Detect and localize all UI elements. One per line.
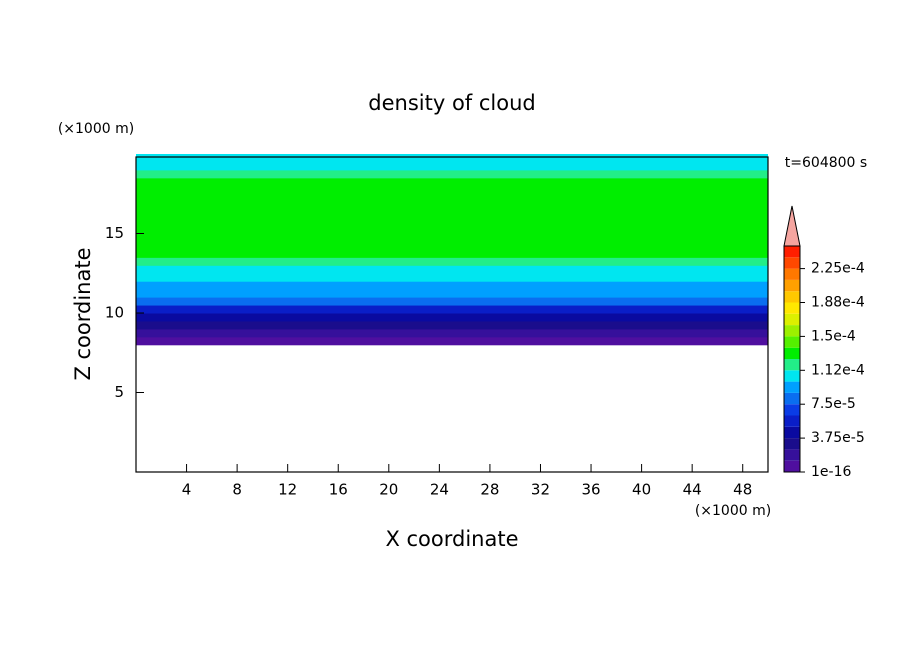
time-label: t=604800 s bbox=[785, 155, 867, 171]
x-unit: (×1000 m) bbox=[695, 503, 771, 519]
colorbar-band bbox=[784, 291, 800, 303]
colorbar-band bbox=[784, 325, 800, 337]
contour-band bbox=[136, 209, 768, 219]
plot-frame bbox=[135, 156, 769, 473]
colorbar-band bbox=[784, 302, 800, 314]
x-tick-label: 8 bbox=[232, 481, 242, 499]
colorbar-band bbox=[784, 336, 800, 348]
x-tick-label: 4 bbox=[182, 481, 192, 499]
contour-band bbox=[136, 161, 768, 171]
contour-band bbox=[136, 249, 768, 258]
colorbar-tick-label: 3.75e-5 bbox=[811, 430, 865, 446]
x-tick-label: 32 bbox=[531, 481, 550, 499]
contour-band bbox=[136, 177, 768, 187]
colorbar-band bbox=[784, 460, 800, 472]
colorbar-tick-label: 1.88e-4 bbox=[811, 295, 865, 311]
y-tick-label: 15 bbox=[105, 224, 124, 242]
colorbar-band bbox=[784, 381, 800, 393]
contour-band bbox=[136, 241, 768, 250]
colorbar-tick-label: 2.25e-4 bbox=[811, 261, 865, 277]
colorbar-tick-label: 1e-16 bbox=[811, 464, 851, 480]
x-axis-label: X coordinate bbox=[385, 527, 518, 551]
contour-band bbox=[136, 233, 768, 242]
colorbar-band bbox=[784, 313, 800, 326]
contour-band bbox=[136, 257, 768, 266]
contour-band bbox=[136, 169, 768, 179]
colorbar-tick-label: 1.5e-4 bbox=[811, 328, 856, 344]
colorbar-band bbox=[784, 268, 800, 280]
contour-band bbox=[136, 305, 768, 314]
contour-band bbox=[136, 289, 768, 298]
contour-band bbox=[136, 281, 768, 290]
colorbar-band bbox=[784, 449, 800, 461]
colorbar-band bbox=[784, 415, 800, 427]
colorbar-band bbox=[784, 426, 800, 439]
contour-band bbox=[136, 185, 768, 195]
contour-band bbox=[136, 201, 768, 211]
colorbar-extend bbox=[783, 205, 801, 247]
x-tick-label: 48 bbox=[733, 481, 752, 499]
chart-title: density of cloud bbox=[368, 91, 535, 115]
y-axis-label: Z coordinate bbox=[71, 247, 95, 380]
contour-band bbox=[136, 328, 768, 338]
colorbar-band bbox=[784, 392, 800, 405]
colorbar-frame bbox=[783, 245, 801, 473]
colorbar-band bbox=[784, 359, 800, 371]
y-tick-label: 10 bbox=[105, 304, 124, 322]
colorbar-tick-label: 1.12e-4 bbox=[811, 362, 865, 378]
x-tick-label: 20 bbox=[379, 481, 398, 499]
colorbar-band bbox=[784, 404, 800, 416]
x-tick-label: 28 bbox=[480, 481, 499, 499]
contour-band bbox=[136, 336, 768, 346]
x-tick-label: 36 bbox=[581, 481, 600, 499]
x-tick-label: 40 bbox=[632, 481, 651, 499]
contour-band bbox=[136, 297, 768, 306]
contour-band bbox=[136, 313, 768, 322]
colorbar-band bbox=[784, 370, 800, 382]
x-tick-label: 44 bbox=[683, 481, 702, 499]
colorbar-band bbox=[784, 347, 800, 359]
contour-band bbox=[136, 225, 768, 234]
contour-band bbox=[136, 265, 768, 274]
colorbar-tick-label: 7.5e-5 bbox=[811, 396, 856, 412]
x-tick-label: 24 bbox=[430, 481, 449, 499]
contour-band bbox=[136, 154, 768, 163]
x-tick-label: 16 bbox=[329, 481, 348, 499]
contour-band bbox=[136, 217, 768, 227]
colorbar-band bbox=[784, 438, 800, 450]
contour-band bbox=[136, 320, 768, 330]
x-tick-label: 12 bbox=[278, 481, 297, 499]
y-tick-label: 5 bbox=[114, 383, 124, 401]
y-unit: (×1000 m) bbox=[58, 121, 134, 137]
contour-band bbox=[136, 273, 768, 282]
colorbar-band bbox=[784, 279, 800, 292]
colorbar-band bbox=[784, 257, 800, 269]
colorbar-band bbox=[784, 246, 800, 258]
contour-band bbox=[136, 193, 768, 203]
